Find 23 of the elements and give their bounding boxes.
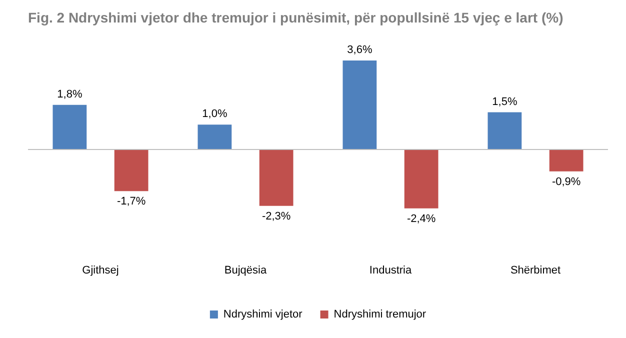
bar xyxy=(342,60,377,150)
data-label: 3,6% xyxy=(347,44,372,56)
data-label: 1,5% xyxy=(492,96,518,108)
x-tick-label: Bujqësia xyxy=(224,264,268,276)
bar xyxy=(549,149,584,172)
data-label: -2,4% xyxy=(406,212,436,225)
legend-label: Ndryshimi vjetor xyxy=(223,308,303,321)
bar xyxy=(114,149,148,192)
bar xyxy=(488,112,522,150)
data-label: 1,0% xyxy=(202,108,228,120)
bar xyxy=(259,149,294,206)
legend-label: Ndryshimi tremujor xyxy=(334,308,426,321)
data-label: 1,8% xyxy=(57,88,82,100)
x-tick-label: Shërbimet xyxy=(510,264,561,276)
x-tick-label: Gjithsej xyxy=(82,264,119,276)
bar xyxy=(52,104,87,150)
data-label: -1,7% xyxy=(116,196,146,208)
chart-title: Fig. 2 Ndryshimi vjetor dhe tremujor i punësimit, për popullsinë 15 vjeç e lart (%) xyxy=(28,9,564,26)
data-label: -0,9% xyxy=(552,176,581,188)
x-tick-label: Industria xyxy=(369,264,412,276)
bar xyxy=(198,124,232,150)
bar xyxy=(404,149,438,208)
data-label: -2,3% xyxy=(262,210,291,222)
